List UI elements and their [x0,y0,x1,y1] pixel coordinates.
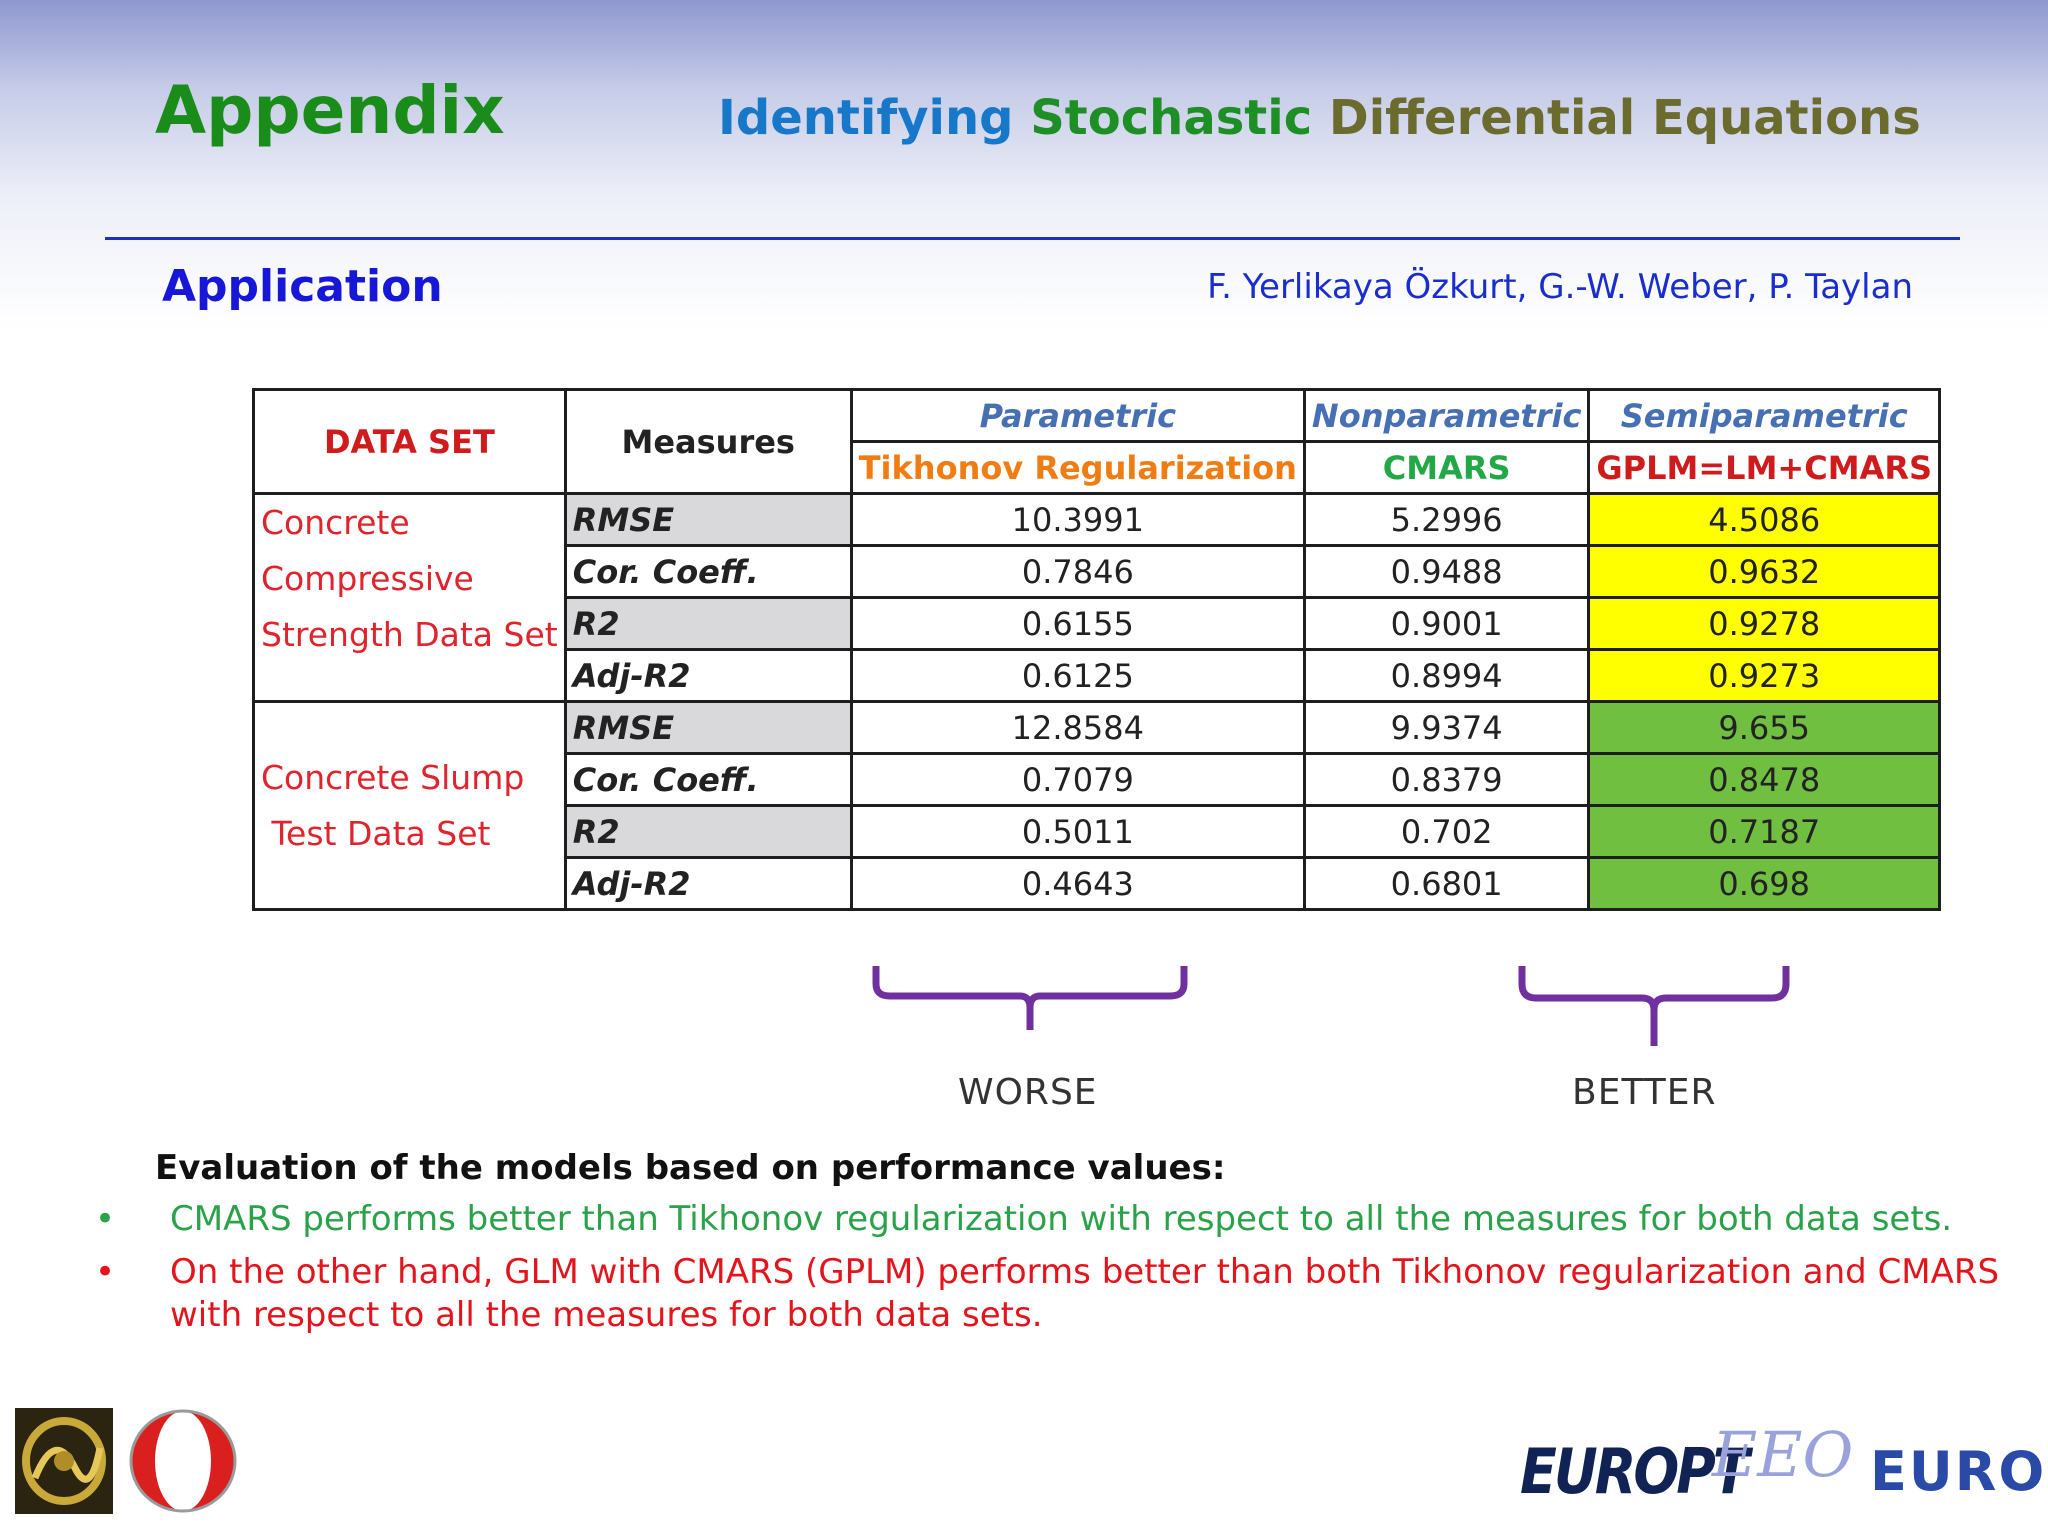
bullet-text: On the other hand, GLM with CMARS (GPLM)… [170,1252,2000,1335]
measure-cell: Cor. Coeff. [563,544,853,599]
measure-cell: RMSE [563,700,853,755]
value-cell: 12.8584 [849,700,1306,755]
section-title: Application [162,261,443,312]
value-cell: 0.6125 [849,648,1306,703]
europt-logo: EUROPT [1520,1435,1750,1508]
bullet-text: CMARS performs better than Tikhonov regu… [170,1199,1953,1239]
value-cell-highlight: 0.8478 [1587,752,1941,807]
value-cell: 0.4643 [849,856,1306,911]
odtu-logo [129,1409,237,1513]
value-cell: 0.6155 [849,596,1306,651]
value-cell-highlight: 9.655 [1587,700,1941,755]
header-method-cmars: CMARS [1302,440,1591,495]
header-method-gplm: GPLM=LM+CMARS [1587,440,1941,495]
value-cell: 0.7079 [849,752,1306,807]
university-emblem-logo [15,1408,113,1514]
value-cell: 0.702 [1302,804,1591,859]
dataset-name-concrete-compressive: Concrete Compressive Strength Data Set [252,492,567,703]
value-cell-highlight: 0.698 [1587,856,1941,911]
value-cell: 0.8379 [1302,752,1591,807]
dataset-name-line: Test Data Set [261,813,491,853]
value-cell: 0.9001 [1302,596,1591,651]
header-dataset: DATA SET [252,388,567,495]
slide-title: Appendix [155,72,505,149]
worse-bracket [872,966,1188,1030]
value-cell-highlight: 4.5086 [1587,492,1941,547]
header-measures: Measures [563,388,853,495]
value-cell-highlight: 0.9273 [1587,648,1941,703]
value-cell: 0.7846 [849,544,1306,599]
measure-cell: Adj-R2 [563,648,853,703]
dataset-name-line: Strength Data Set [261,615,558,654]
dataset-name-line: Compressive [261,559,474,598]
header-method-tikhonov: Tikhonov Regularization [849,440,1306,495]
value-cell-highlight: 0.7187 [1587,804,1941,859]
value-cell: 0.8994 [1302,648,1591,703]
header-category-parametric: Parametric [849,388,1306,443]
value-cell: 0.6801 [1302,856,1591,911]
measure-cell: R2 [563,804,853,859]
evaluation-heading: Evaluation of the models based on perfor… [155,1148,1226,1188]
bullet-glyph: • [95,1252,116,1292]
value-cell: 9.9374 [1302,700,1591,755]
value-cell-highlight: 0.9632 [1587,544,1941,599]
header-divider [105,237,1960,240]
dataset-name-line: Concrete Slump [261,757,525,797]
subtitle-word-2: Stochastic [1030,90,1313,146]
subtitle-word-1: Identifying [718,90,1014,146]
better-label: BETTER [1572,1072,1717,1113]
header-category-nonparametric: Nonparametric [1302,388,1591,443]
slide-subtitle: Identifying Stochastic Differential Equa… [718,94,1921,142]
value-cell-highlight: 0.9278 [1587,596,1941,651]
value-cell: 10.3991 [849,492,1306,547]
results-table: DATA SET Measures Parametric Nonparametr… [252,388,1941,911]
value-cell: 0.5011 [849,804,1306,859]
euro-logo: EURO [1870,1440,2047,1503]
measure-cell: Adj-R2 [563,856,853,911]
eeo-logo: EEO [1712,1418,1854,1491]
measure-cell: Cor. Coeff. [563,752,853,807]
bullet-glyph: • [95,1199,116,1239]
measure-cell: RMSE [563,492,853,547]
subtitle-word-3: Differential Equations [1328,90,1921,146]
header-category-semiparametric: Semiparametric [1587,388,1941,443]
worse-label: WORSE [958,1072,1098,1113]
measure-cell: R2 [563,596,853,651]
dataset-name-concrete-slump: Concrete Slump Test Data Set [252,700,567,911]
value-cell: 5.2996 [1302,492,1591,547]
better-bracket [1518,966,1790,1046]
authors: F. Yerlikaya Özkurt, G.-W. Weber, P. Tay… [1207,267,1913,307]
dataset-name-line: Concrete [261,503,410,542]
value-cell: 0.9488 [1302,544,1591,599]
